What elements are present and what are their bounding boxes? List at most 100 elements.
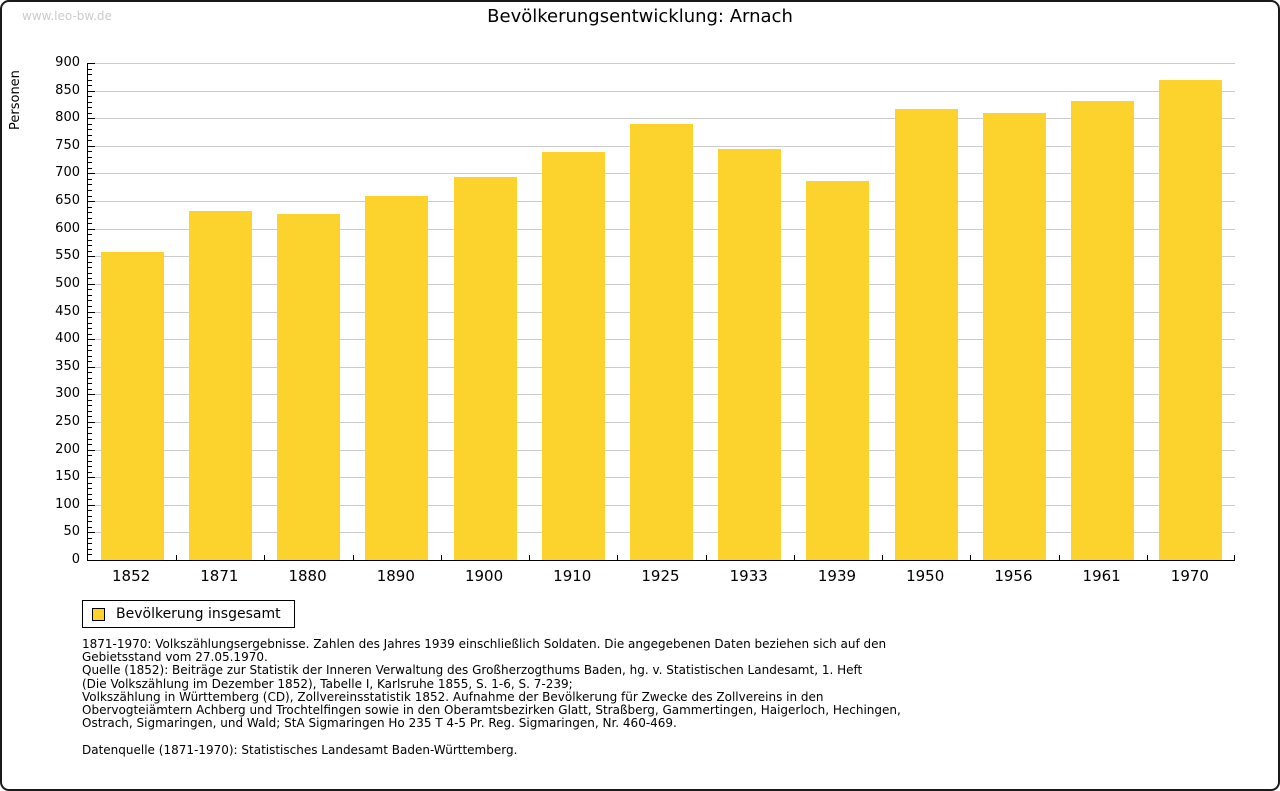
y-minor-tick [88,355,92,357]
footnote-line: Quelle (1852): Beiträge zur Statistik de… [82,663,863,678]
y-minor-tick [88,184,92,186]
y-major-tick [88,366,95,368]
x-boundary-tick [529,555,530,560]
y-minor-tick [88,388,92,390]
x-tick-label: 1925 [641,567,680,585]
y-axis-title: Personen [8,70,23,130]
chart-title: Bevölkerungsentwicklung: Arnach [487,6,793,27]
y-major-tick [88,145,95,147]
bar [630,124,693,560]
y-major-tick [88,532,95,534]
footnotes: 1871-1970: Volkszählungsergebnisse. Zahl… [82,637,901,730]
y-tick-label: 0 [71,552,80,567]
y-major-tick [88,421,95,423]
y-minor-tick [88,537,92,539]
y-minor-tick [88,460,92,462]
y-tick-label: 350 [55,358,80,374]
y-minor-tick [88,206,92,208]
x-tick-label: 1910 [553,567,592,585]
y-minor-tick [88,162,92,164]
footnote-line: Gebietsstand vom 27.05.1970. [82,650,268,665]
y-minor-tick [88,261,92,263]
legend-swatch [92,607,105,621]
y-minor-tick [88,515,92,517]
y-minor-tick [88,521,92,523]
y-tick-label: 300 [55,386,80,402]
y-major-tick [88,283,95,285]
y-minor-tick [88,167,92,169]
y-tick-label: 50 [63,524,80,540]
y-minor-tick [88,438,92,440]
y-minor-tick [88,140,92,142]
y-minor-tick [88,272,92,274]
x-boundary-tick [264,555,265,560]
footnote-line: Obervogteiämtern Achberg und Trochtelfin… [82,703,901,718]
y-minor-tick [88,377,92,379]
y-minor-tick [88,344,92,346]
x-boundary-tick [353,555,354,560]
y-major-tick [88,477,95,479]
x-tick-label: 1900 [464,567,504,585]
y-minor-tick [88,112,92,114]
y-tick-label: 200 [55,441,80,457]
bar [806,181,870,560]
x-boundary-tick [1147,555,1148,560]
x-tick-label: 1956 [994,567,1033,585]
y-minor-tick [88,223,92,225]
x-tick-label: 1950 [906,567,945,585]
x-boundary-tick [1059,555,1060,560]
y-minor-tick [88,554,92,556]
y-minor-tick [88,190,92,191]
x-boundary-tick [617,555,618,560]
bar [1159,79,1223,560]
y-minor-tick [88,432,92,434]
y-tick-label: 400 [55,331,80,347]
y-minor-tick [88,239,92,241]
y-major-tick [88,90,95,92]
y-tick-label: 650 [55,193,80,209]
bar [894,109,958,560]
footnote-line: 1871-1970: Volkszählungsergebnisse. Zahl… [82,637,887,651]
y-minor-tick [88,74,92,76]
y-major-tick [88,449,95,451]
y-minor-tick [88,134,92,136]
y-minor-tick [88,427,92,429]
y-tick-label: 500 [55,275,80,291]
x-tick-label: 1939 [817,567,857,585]
watermark: www.leo-bw.de [22,9,112,23]
y-tick-label: 750 [55,137,80,153]
x-tick-label: 1933 [729,567,768,585]
legend: Bevölkerung insgesamt [82,600,295,628]
bar [365,195,429,560]
y-minor-tick [88,129,92,131]
x-boundary-tick [794,555,795,560]
y-minor-tick [88,234,92,236]
y-minor-tick [88,101,92,103]
y-minor-tick [88,493,92,495]
bar [277,213,341,560]
y-minor-tick [88,107,92,109]
bar [718,148,782,560]
x-tick-label: 1970 [1170,567,1209,585]
x-tick-label: 1961 [1082,567,1121,585]
plot-area [87,63,1235,561]
y-minor-tick [88,410,92,412]
bar [982,113,1046,560]
y-minor-tick [88,471,92,473]
y-minor-tick [88,250,92,252]
y-gridline [88,118,1235,120]
x-tick-label: 1890 [376,567,415,585]
y-minor-tick [88,322,92,324]
x-boundary-tick [1234,555,1235,560]
bar [1071,100,1135,560]
y-minor-tick [88,267,92,269]
y-minor-tick [88,212,92,214]
y-minor-tick [88,85,92,87]
y-tick-label: 700 [55,165,80,181]
y-tick-label: 900 [55,55,80,70]
y-tick-label: 850 [55,82,80,98]
y-minor-tick [88,399,92,401]
y-minor-tick [88,195,92,197]
y-minor-tick [88,548,92,550]
y-minor-tick [88,245,92,247]
